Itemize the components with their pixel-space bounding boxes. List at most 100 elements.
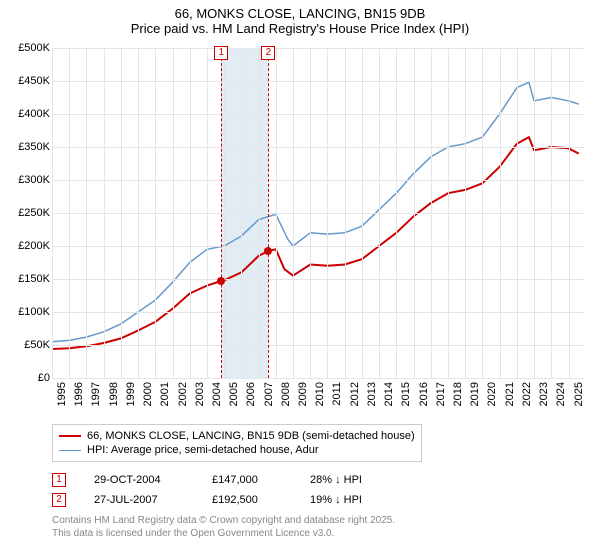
- x-axis-label: 2017: [435, 382, 447, 406]
- x-axis-label: 2013: [366, 382, 378, 406]
- x-axis-label: 2015: [400, 382, 412, 406]
- footer-line2: This data is licensed under the Open Gov…: [52, 527, 590, 540]
- x-axis-label: 2006: [245, 382, 257, 406]
- y-axis-label: £350K: [10, 141, 50, 153]
- grid-line-h: [52, 345, 584, 346]
- y-axis-label: £150K: [10, 273, 50, 285]
- chart-area: 12 £0£50K£100K£150K£200K£250K£300K£350K£…: [10, 38, 590, 418]
- tx-date: 27-JUL-2007: [94, 494, 184, 506]
- grid-line-v: [569, 48, 570, 378]
- x-axis-label: 2009: [297, 382, 309, 406]
- sale-dot: [217, 277, 225, 285]
- grid-line-v: [69, 48, 70, 378]
- grid-line-v: [517, 48, 518, 378]
- x-axis-label: 2002: [177, 382, 189, 406]
- sale-dot: [264, 247, 272, 255]
- grid-line-v: [500, 48, 501, 378]
- x-axis-label: 1996: [73, 382, 85, 406]
- grid-line-v: [431, 48, 432, 378]
- grid-line-h: [52, 378, 584, 379]
- x-axis-label: 2011: [331, 382, 343, 406]
- marker-box: 1: [214, 46, 228, 60]
- footer-line1: Contains HM Land Registry data © Crown c…: [52, 514, 590, 527]
- reference-line: [268, 48, 269, 378]
- grid-line-h: [52, 147, 584, 148]
- grid-line-v: [482, 48, 483, 378]
- y-axis-label: £300K: [10, 174, 50, 186]
- grid-line-h: [52, 213, 584, 214]
- grid-line-v: [259, 48, 260, 378]
- grid-line-v: [327, 48, 328, 378]
- x-axis-label: 2016: [418, 382, 430, 406]
- x-axis-label: 1997: [90, 382, 102, 406]
- legend: 66, MONKS CLOSE, LANCING, BN15 9DB (semi…: [52, 424, 422, 462]
- grid-line-h: [52, 180, 584, 181]
- x-axis-label: 2000: [142, 382, 154, 406]
- grid-line-v: [534, 48, 535, 378]
- y-axis-label: £500K: [10, 42, 50, 54]
- x-axis-label: 2001: [159, 382, 171, 406]
- legend-row: HPI: Average price, semi-detached house,…: [59, 443, 415, 457]
- y-axis-label: £250K: [10, 207, 50, 219]
- x-axis-label: 2010: [314, 382, 326, 406]
- grid-line-v: [379, 48, 380, 378]
- y-axis-label: £100K: [10, 306, 50, 318]
- grid-line-h: [52, 48, 584, 49]
- x-axis-label: 2012: [349, 382, 361, 406]
- x-axis-label: 1998: [108, 382, 120, 406]
- grid-line-h: [52, 81, 584, 82]
- grid-line-v: [551, 48, 552, 378]
- grid-line-v: [465, 48, 466, 378]
- x-axis-label: 2014: [383, 382, 395, 406]
- y-axis-label: £50K: [10, 339, 50, 351]
- x-axis-label: 2008: [280, 382, 292, 406]
- x-axis-label: 2024: [555, 382, 567, 406]
- grid-line-v: [414, 48, 415, 378]
- tx-diff: 19% ↓ HPI: [310, 494, 390, 506]
- x-axis-label: 1995: [56, 382, 68, 406]
- grid-line-v: [173, 48, 174, 378]
- grid-line-v: [310, 48, 311, 378]
- legend-label: 66, MONKS CLOSE, LANCING, BN15 9DB (semi…: [87, 430, 415, 442]
- tx-price: £147,000: [212, 474, 282, 486]
- title-block: 66, MONKS CLOSE, LANCING, BN15 9DB Price…: [0, 0, 600, 38]
- x-axis-label: 2022: [521, 382, 533, 406]
- tx-date: 29-OCT-2004: [94, 474, 184, 486]
- grid-line-v: [138, 48, 139, 378]
- title-subtitle: Price paid vs. HM Land Registry's House …: [0, 21, 600, 36]
- y-axis-label: £450K: [10, 75, 50, 87]
- legend-swatch-red: [59, 435, 81, 437]
- x-axis-label: 2020: [486, 382, 498, 406]
- x-axis-label: 2019: [469, 382, 481, 406]
- x-axis-label: 1999: [125, 382, 137, 406]
- grid-line-v: [276, 48, 277, 378]
- table-row: 2 27-JUL-2007 £192,500 19% ↓ HPI: [52, 490, 590, 510]
- grid-line-v: [362, 48, 363, 378]
- grid-line-v: [224, 48, 225, 378]
- plot-region: 12: [52, 48, 584, 378]
- grid-line-v: [345, 48, 346, 378]
- x-axis-label: 2023: [538, 382, 550, 406]
- legend-swatch-blue: [59, 450, 81, 451]
- x-axis-label: 2021: [504, 382, 516, 406]
- grid-line-v: [241, 48, 242, 378]
- x-axis-label: 2025: [573, 382, 585, 406]
- grid-line-v: [293, 48, 294, 378]
- reference-line: [221, 48, 222, 378]
- y-axis-label: £400K: [10, 108, 50, 120]
- grid-line-v: [448, 48, 449, 378]
- x-axis-label: 2005: [228, 382, 240, 406]
- footer: Contains HM Land Registry data © Crown c…: [52, 514, 590, 540]
- tx-marker-box: 2: [52, 493, 66, 507]
- x-axis-label: 2003: [194, 382, 206, 406]
- legend-label: HPI: Average price, semi-detached house,…: [87, 444, 319, 456]
- table-row: 1 29-OCT-2004 £147,000 28% ↓ HPI: [52, 470, 590, 490]
- grid-line-v: [396, 48, 397, 378]
- grid-line-v: [86, 48, 87, 378]
- transactions-table: 1 29-OCT-2004 £147,000 28% ↓ HPI 2 27-JU…: [52, 470, 590, 510]
- tx-price: £192,500: [212, 494, 282, 506]
- grid-line-h: [52, 279, 584, 280]
- tx-diff: 28% ↓ HPI: [310, 474, 390, 486]
- grid-line-v: [190, 48, 191, 378]
- grid-line-h: [52, 246, 584, 247]
